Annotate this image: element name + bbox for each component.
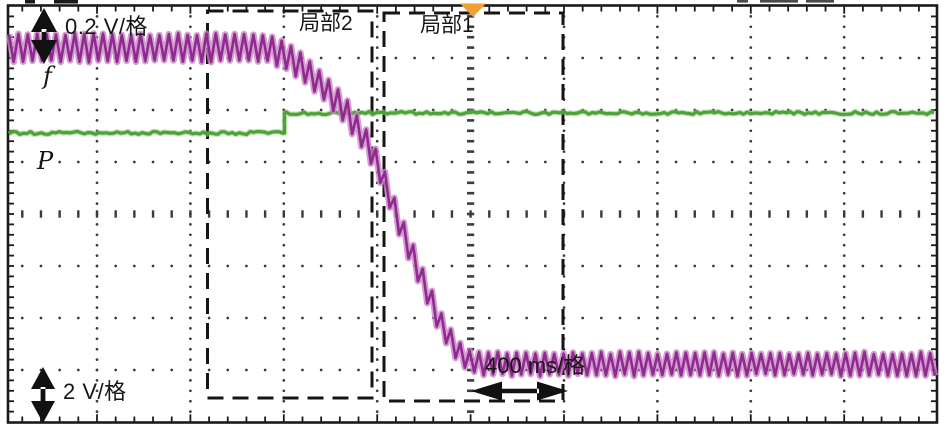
f-scale-label: 0.2 V/格: [65, 14, 148, 39]
f-trace-label: f: [43, 62, 52, 90]
region1-label: 局部1: [420, 14, 474, 37]
p-trace-label: P: [37, 147, 54, 175]
p-trace: [7, 108, 935, 138]
f-trace: [5, 30, 939, 380]
time-scale-horizontal-double-arrow-icon: [471, 381, 568, 401]
p-scale-label: 2 V/格: [63, 379, 127, 404]
f-scale-vertical-double-arrow-icon: [31, 8, 57, 64]
region1-box: [382, 11, 565, 403]
annotation-layer: [25, 0, 834, 423]
screen-edge-remnant-marks: [25, 0, 834, 4]
region2-box: [206, 9, 374, 400]
p-scale-vertical-double-arrow-icon: [31, 367, 55, 423]
time-scale-label: 400 ms/格: [485, 353, 586, 378]
region2-label: 局部2: [299, 12, 353, 35]
zoom-region-boxes: [206, 9, 565, 403]
trigger-marker-icon: [460, 3, 486, 17]
